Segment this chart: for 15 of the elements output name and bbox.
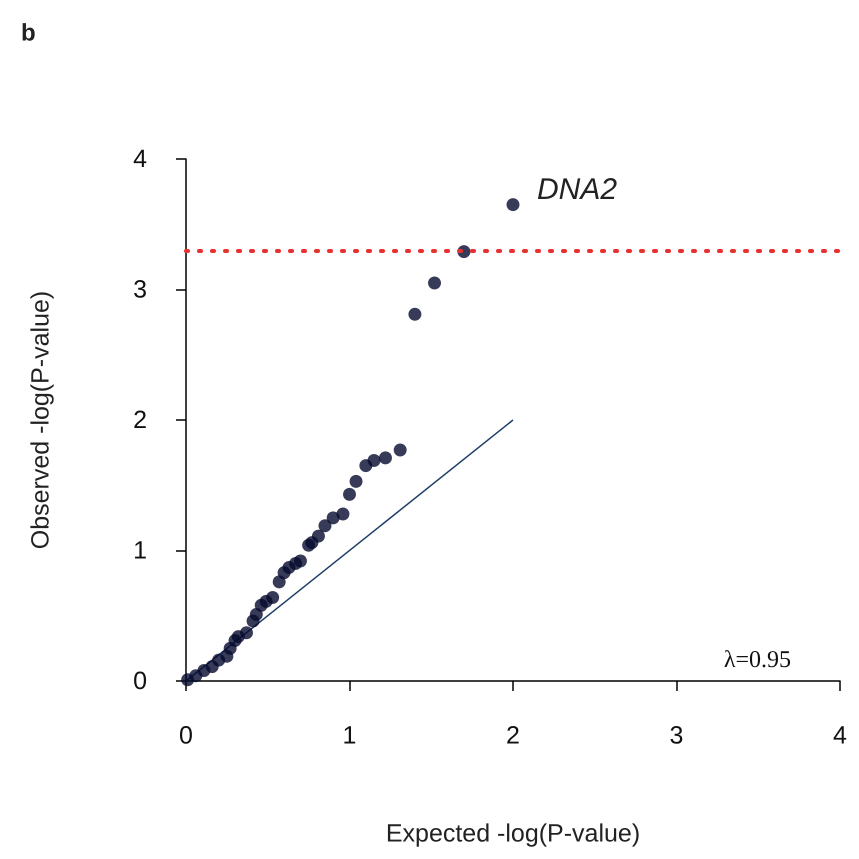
x-tick-label: 4 bbox=[833, 722, 848, 750]
x-axis-title: Expected -log(P-value) bbox=[386, 820, 640, 848]
chart-title: b bbox=[21, 20, 36, 46]
x-tick-label: 0 bbox=[179, 722, 193, 750]
y-tick-label: 3 bbox=[133, 276, 147, 304]
y-tick-label: 4 bbox=[133, 145, 148, 173]
annotation: DNA2 bbox=[537, 173, 618, 206]
x-tick-label: 2 bbox=[506, 722, 520, 750]
x-tick-label: 1 bbox=[342, 722, 356, 750]
y-axis-title: Observed -log(P-value) bbox=[26, 290, 54, 550]
annotation: λ=0.95 bbox=[724, 647, 791, 673]
y-tick-label: 2 bbox=[133, 406, 147, 434]
y-tick-label: 1 bbox=[133, 536, 147, 564]
x-tick-label: 3 bbox=[670, 722, 684, 750]
y-tick-label: 0 bbox=[133, 667, 147, 695]
